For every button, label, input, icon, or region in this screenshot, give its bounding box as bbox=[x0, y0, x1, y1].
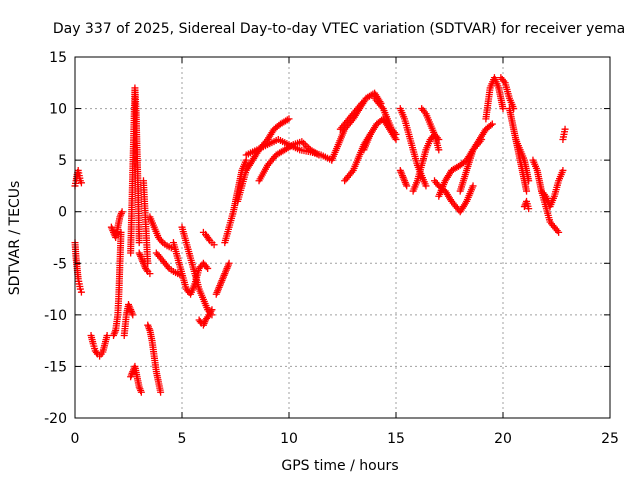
data-point bbox=[208, 306, 216, 314]
data-point bbox=[403, 182, 411, 190]
data-point bbox=[559, 166, 567, 174]
data-point bbox=[117, 211, 125, 219]
data-point bbox=[205, 235, 213, 243]
data-point bbox=[145, 325, 153, 333]
x-tick-label: 20 bbox=[494, 431, 512, 447]
data-point bbox=[77, 179, 85, 187]
data-point bbox=[144, 259, 152, 267]
data-point bbox=[561, 125, 569, 133]
data-point bbox=[77, 288, 85, 296]
y-axis-label: SDTVAR / TECUs bbox=[7, 181, 23, 296]
x-tick-label: 10 bbox=[280, 431, 298, 447]
data-point bbox=[76, 285, 84, 293]
y-tick-label: -20 bbox=[44, 411, 67, 427]
data-point bbox=[392, 130, 400, 138]
x-tick-label: 0 bbox=[71, 431, 80, 447]
data-point bbox=[118, 208, 126, 216]
plot-border bbox=[74, 56, 611, 419]
y-tick-label: -5 bbox=[53, 256, 67, 272]
data-point bbox=[103, 331, 111, 339]
x-tick-label: 5 bbox=[178, 431, 187, 447]
y-tick-label: 5 bbox=[58, 153, 67, 169]
x-axis-label: GPS time / hours bbox=[281, 458, 398, 474]
data-point bbox=[525, 177, 533, 185]
y-tick-label: 15 bbox=[49, 50, 67, 66]
data-point bbox=[525, 205, 533, 213]
data-point bbox=[315, 151, 323, 159]
data-point bbox=[137, 388, 145, 396]
x-tick-label: 25 bbox=[601, 431, 619, 447]
data-point bbox=[110, 330, 118, 338]
data-point bbox=[146, 270, 154, 278]
data-point bbox=[207, 307, 215, 315]
data-point bbox=[487, 121, 495, 129]
data-point bbox=[135, 239, 143, 247]
data-point bbox=[204, 264, 212, 272]
data-point bbox=[488, 120, 496, 128]
data-point bbox=[143, 266, 151, 274]
data-point bbox=[136, 385, 144, 393]
y-tick-label: -10 bbox=[44, 308, 67, 324]
data-point bbox=[210, 241, 218, 249]
data-point bbox=[435, 146, 443, 154]
data-point bbox=[117, 228, 125, 236]
data-point bbox=[555, 228, 563, 236]
data-point bbox=[111, 328, 119, 336]
axis-ticks: 0 5 10 15 20 25 -20 -15 -10 -5 0 5 10 15 bbox=[44, 50, 619, 447]
data-point bbox=[300, 139, 308, 147]
data-point bbox=[92, 349, 100, 357]
data-point bbox=[225, 259, 233, 267]
data-point bbox=[157, 388, 165, 396]
data-point bbox=[358, 99, 366, 107]
chart-title: Day 337 of 2025, Sidereal Day-to-day VTE… bbox=[53, 21, 625, 37]
data-point bbox=[523, 187, 531, 195]
x-tick-label: 15 bbox=[387, 431, 405, 447]
data-point bbox=[469, 182, 477, 190]
data-point bbox=[129, 311, 137, 319]
data-point bbox=[203, 314, 211, 322]
data-point bbox=[422, 182, 430, 190]
data-point bbox=[499, 105, 507, 113]
y-tick-label: -15 bbox=[44, 359, 67, 375]
y-tick-label: 0 bbox=[58, 205, 67, 221]
data-points bbox=[71, 74, 569, 396]
y-tick-label: 10 bbox=[49, 102, 67, 118]
data-point bbox=[285, 115, 293, 123]
